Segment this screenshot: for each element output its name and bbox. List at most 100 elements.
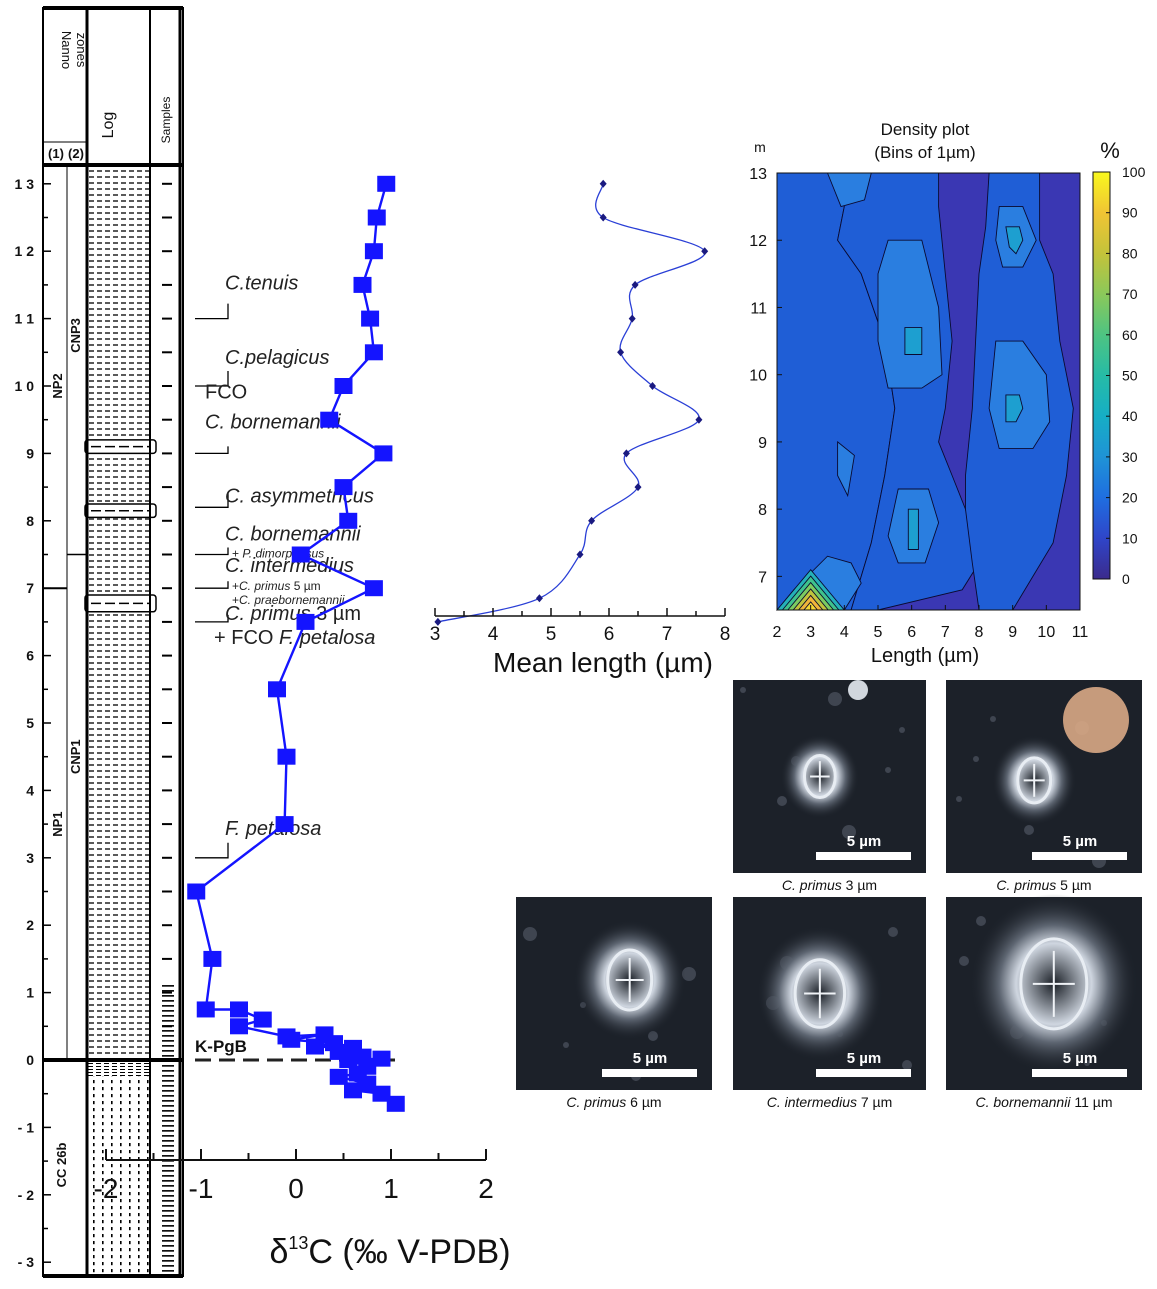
mean-length-point (628, 314, 636, 323)
biohorizon-label: C. bornemannii (205, 411, 341, 433)
colorbar-tick-label: 70 (1122, 286, 1138, 302)
density-x-label: Length (µm) (871, 645, 979, 667)
grain-highlight (1063, 687, 1129, 753)
depth-label: - 1 (18, 1119, 35, 1135)
biohorizon-label: C.pelagicus (225, 347, 330, 369)
coccolith-rim (802, 754, 837, 799)
sediment-grain (1024, 825, 1034, 835)
text-segment: C. primus (239, 579, 290, 593)
delta13c-point (253, 1011, 272, 1028)
depth-label: 8 (26, 513, 34, 529)
mean-length-point (617, 348, 625, 357)
depth-label: 1 (26, 985, 34, 1001)
sediment-grain (959, 956, 969, 966)
biohorizon-label: + FCO F. petalosa (214, 627, 375, 649)
biohorizon-marker (195, 303, 229, 320)
scale-bar-label: 5 µm (847, 833, 882, 850)
delta13c-tick-label: 0 (288, 1173, 304, 1204)
delta13c-point (187, 883, 206, 900)
delta13c-point (364, 344, 383, 361)
colorbar-tick-label: 20 (1122, 490, 1138, 506)
colorbar-label: % (1100, 138, 1120, 163)
delta13c-point (320, 411, 339, 428)
delta13c-point (344, 1082, 362, 1099)
zone-label: NP1 (50, 811, 65, 836)
biohorizon-label: C. intermedius (225, 555, 354, 577)
depth-label: 0 (26, 1052, 34, 1068)
density-x-tick-label: 11 (1072, 624, 1089, 641)
depth-label: 2 (26, 917, 34, 933)
sediment-grain (976, 916, 986, 926)
kpg-boundary-label: K-PgB (195, 1037, 247, 1056)
header-samples: Samples (159, 97, 173, 144)
biohorizon-marker (195, 371, 229, 387)
sediment-grain (523, 927, 537, 941)
micrograph-panel: 5 µm (946, 893, 1142, 1090)
delta13c-point (334, 479, 353, 496)
scale-bar-label: 5 µm (633, 1050, 668, 1067)
delta13c-point (296, 613, 315, 630)
caption-segment: C. primus (781, 877, 842, 893)
delta13c-point (372, 1050, 391, 1067)
scale-bar-label: 5 µm (1063, 1050, 1098, 1067)
density-y-tick-label: 8 (758, 502, 767, 519)
delta13c-tick-label: -1 (189, 1173, 214, 1204)
mean-length-tick-label: 3 (430, 624, 441, 645)
density-contour (877, 239, 943, 389)
text-segment: + FCO (214, 627, 279, 649)
colorbar-tick-label: 100 (1122, 164, 1146, 180)
text-segment: C. intermedius (225, 555, 354, 577)
text-segment: 3 µm (311, 603, 361, 625)
depth-label: 1 0 (15, 378, 35, 394)
sediment-grain (990, 716, 996, 722)
mean-length-point (649, 382, 656, 390)
sediment-grain (902, 1060, 912, 1070)
colorbar-tick-label: 80 (1122, 245, 1138, 261)
delta13c-point (306, 1038, 324, 1055)
delta13c-point (230, 1018, 248, 1035)
text-segment: FCO (205, 381, 247, 403)
delta13c-point (277, 748, 296, 765)
photo-caption: C. intermedius 7 µm (730, 1094, 930, 1110)
delta13c-point (374, 445, 393, 462)
caption-segment: 5 µm (1056, 877, 1092, 893)
delta13c-point (203, 950, 222, 967)
scale-bar (1032, 852, 1127, 860)
axis-title-superscript: 13 (288, 1233, 308, 1253)
mean-length-point (588, 516, 596, 525)
scale-bar (602, 1069, 697, 1077)
sediment-grain (973, 756, 979, 762)
density-x-tick-label: 3 (806, 624, 815, 641)
mean-length-point (631, 280, 639, 289)
colorbar-tick-label: 40 (1122, 408, 1138, 424)
caption-segment: 3 µm (841, 877, 878, 893)
delta13c-point (268, 681, 286, 698)
biohorizon-label: +C. primus 5 µm (232, 579, 321, 593)
photo-caption: C. bornemannii 11 µm (944, 1094, 1144, 1110)
sediment-grain (828, 692, 842, 706)
zone-scheme-1: (1) (48, 146, 64, 161)
mean-length-plot: 3 4 5 6 7 8 Mean length (µm) (430, 179, 730, 678)
caption-segment: 11 µm (1070, 1094, 1113, 1110)
micrograph-panel: 5 µm (733, 897, 926, 1090)
scale-bar-label: 5 µm (1063, 833, 1098, 850)
header-log: Log (100, 112, 117, 139)
grain-highlight (848, 680, 868, 700)
mean-length-tick-label: 6 (604, 624, 615, 645)
delta13c-tick-label: 1 (383, 1173, 399, 1204)
biohorizon-label: +C. praebornemannii (232, 593, 345, 607)
colorbar-tick-label: 90 (1122, 205, 1138, 221)
density-y-tick-label: 13 (749, 166, 767, 183)
micrograph-panel: 5 µm (946, 680, 1142, 873)
delta13c-point (230, 1001, 248, 1018)
delta13c-tick-label: 2 (478, 1173, 494, 1204)
biohorizon-label: C. primus 3 µm (225, 603, 361, 625)
text-segment: + (232, 547, 242, 561)
text-segment: C.pelagicus (225, 347, 330, 369)
depth-label: 4 (26, 782, 34, 798)
density-contour (907, 508, 919, 550)
mean-length-point (634, 483, 642, 492)
